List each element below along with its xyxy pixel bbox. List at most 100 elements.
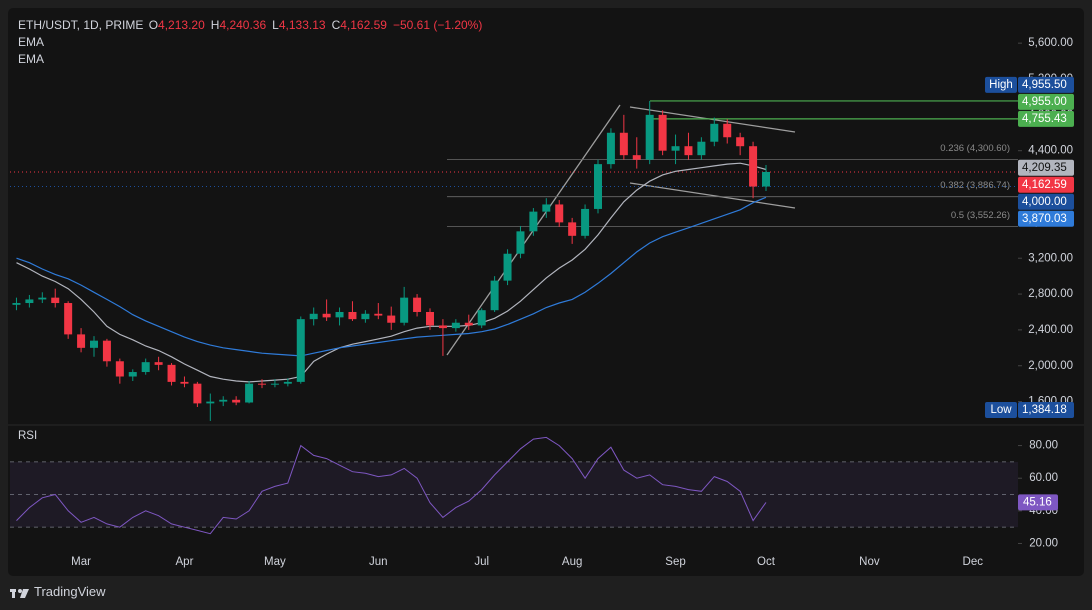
candle-body: [128, 372, 137, 377]
price-badge-label: 4,162.59: [1022, 179, 1067, 191]
candle-body: [736, 137, 745, 147]
brand: TradingView: [34, 584, 106, 599]
y-tick-label: 2,800.00: [1028, 288, 1073, 300]
price-badge-label: 4,755.43: [1022, 113, 1067, 125]
channel-line: [629, 106, 796, 133]
rsi-tick-label: 20.00: [1029, 538, 1058, 550]
rsi-badge: [1018, 494, 1058, 511]
ema-line: [16, 162, 767, 383]
candle-body: [387, 315, 396, 323]
candle-body: [64, 303, 73, 335]
x-tick-label: Apr: [176, 556, 194, 568]
logo: [10, 589, 29, 598]
x-tick-label: Nov: [859, 556, 880, 568]
field-value: 4,213.20: [158, 18, 205, 32]
rsi-badge-label: 45.16: [1023, 496, 1052, 508]
candle-body: [438, 325, 447, 329]
x-tick-label: Aug: [562, 556, 582, 568]
candle-body: [374, 313, 383, 316]
indicator-name: EMA: [18, 52, 45, 66]
candle-body: [503, 253, 512, 281]
candle-body: [426, 311, 434, 326]
x-tick-label: Sep: [665, 556, 685, 568]
candle-body: [749, 146, 758, 187]
price-badge-label: 3,870.03: [1022, 213, 1067, 225]
badge-title-box: [985, 76, 1017, 93]
candle-body: [258, 383, 266, 385]
candle-body: [568, 222, 577, 236]
price-badge: [1018, 402, 1074, 418]
channel-line: [629, 182, 796, 209]
candle-body: [632, 155, 641, 160]
candle-body: [529, 211, 538, 232]
rsi-tick-label: 60.00: [1029, 472, 1058, 484]
candle-body: [400, 297, 409, 323]
candle-body: [464, 322, 473, 326]
x-tick-label: Jun: [369, 556, 388, 568]
price-badge-label: 4,000.00: [1022, 196, 1067, 208]
candle-body: [154, 362, 163, 365]
candle-body: [477, 310, 486, 326]
price-badge: [1018, 193, 1074, 210]
candle-body: [51, 297, 60, 304]
candle-body: [167, 364, 176, 382]
price-badge-label: 4,209.35: [1022, 162, 1067, 174]
candle-body: [606, 132, 615, 165]
candle-body: [270, 383, 279, 385]
fib-label: 0.5 (3,552.26): [951, 210, 1010, 221]
ohlc-line: ETH/USDT, 1D, PRIME O4,213.20 H4,240.36 L4…: [18, 17, 488, 34]
candle-body: [619, 132, 628, 156]
candle-body: [245, 383, 254, 403]
symbol: ETH/USDT, 1D, PRIME: [18, 18, 144, 32]
field-key: H: [210, 18, 220, 32]
x-tick-label: Oct: [757, 556, 776, 568]
candle-body: [12, 303, 21, 305]
price-badge: [1018, 93, 1074, 110]
candle-body: [671, 146, 680, 151]
y-tick-label: 5,600.00: [1028, 37, 1073, 49]
price-badge: [1018, 176, 1074, 193]
candle-body: [348, 311, 357, 320]
candle-body: [232, 399, 241, 403]
x-tick-label: May: [264, 556, 286, 568]
price-badge-label: 4,955.00: [1022, 96, 1067, 108]
candle-body: [710, 123, 719, 142]
change: −50.61 (−1.20%): [392, 18, 483, 32]
candle-body: [193, 383, 202, 404]
y-tick-label: 3,200.00: [1028, 252, 1073, 264]
fib-label: 0.236 (4,300.60): [940, 143, 1010, 154]
x-tick-label: Dec: [963, 556, 984, 568]
candle-body: [296, 319, 305, 382]
candle-body: [102, 340, 111, 362]
candle-body: [141, 362, 150, 373]
rsi-line: [16, 436, 767, 535]
candle-body: [206, 401, 215, 404]
y-tick-label: 2,000.00: [1028, 360, 1073, 372]
candle-body: [490, 280, 499, 311]
field-value: 4,240.36: [219, 18, 267, 32]
candle-body: [77, 334, 86, 348]
field-key: O: [148, 18, 159, 32]
candle-body: [38, 297, 47, 300]
legend: ETH/USDT, 1D, PRIME O4,213.20 H4,240.36 L4…: [18, 17, 488, 68]
candle-body: [322, 313, 331, 318]
price-badge: [1018, 159, 1074, 176]
rsi-title: RSI: [18, 430, 37, 442]
candle-body: [90, 340, 98, 348]
y-tick-label: 4,400.00: [1028, 145, 1073, 157]
candle-body: [180, 381, 189, 384]
candle-body: [555, 204, 564, 223]
price-badge: [1018, 210, 1074, 227]
x-tick-label: Mar: [71, 556, 91, 568]
field-key: C: [331, 18, 341, 32]
candle-body: [115, 361, 124, 377]
candle-body: [451, 322, 460, 329]
rsi-tick-label: 80.00: [1029, 440, 1058, 452]
price-badge-label: 1,384.18: [1022, 404, 1067, 416]
candle-body: [335, 311, 344, 318]
field-value: 4,162.59: [340, 18, 387, 32]
candle-body: [581, 208, 590, 236]
ema-line: [16, 196, 767, 357]
